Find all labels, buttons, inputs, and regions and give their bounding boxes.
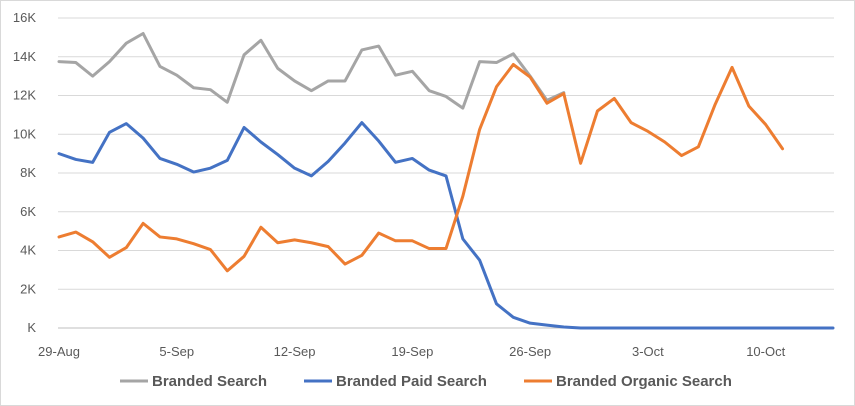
- x-tick-label: 5-Sep: [159, 344, 194, 359]
- y-tick-label: 10K: [13, 126, 36, 141]
- y-tick-label: 12K: [13, 88, 36, 103]
- y-tick-label: 16K: [13, 10, 36, 25]
- x-tick-label: 26-Sep: [509, 344, 551, 359]
- series-layer: [57, 32, 835, 330]
- legend-label-branded-organic-search: Branded Organic Search: [556, 373, 732, 390]
- y-tick-label: 14K: [13, 49, 36, 64]
- axis-layer: K 2K 4K 6K 8K 10K 12K 14K 16K 29-Aug 5-Sep 12-Sep 19…: [13, 10, 834, 359]
- y-tick-label: 2K: [20, 281, 36, 296]
- series-line-branded-organic-search: [57, 63, 785, 273]
- series-line-branded-paid-search: [57, 121, 835, 330]
- legend-label-branded-paid-search: Branded Paid Search: [336, 373, 487, 390]
- x-tick-label: 3-Oct: [632, 344, 664, 359]
- x-tick-label: 29-Aug: [38, 344, 80, 359]
- y-tick-label: 4K: [20, 243, 36, 258]
- legend-label-branded-search: Branded Search: [152, 373, 267, 390]
- series-line-branded-search: [57, 32, 566, 110]
- x-tick-label: 10-Oct: [746, 344, 785, 359]
- x-tick-label: 12-Sep: [274, 344, 316, 359]
- y-tick-label: 8K: [20, 165, 36, 180]
- y-tick-label: K: [27, 320, 36, 335]
- y-tick-label: 6K: [20, 204, 36, 219]
- legend: Branded Search Branded Paid Search Branded…: [120, 373, 732, 390]
- x-tick-label: 19-Sep: [391, 344, 433, 359]
